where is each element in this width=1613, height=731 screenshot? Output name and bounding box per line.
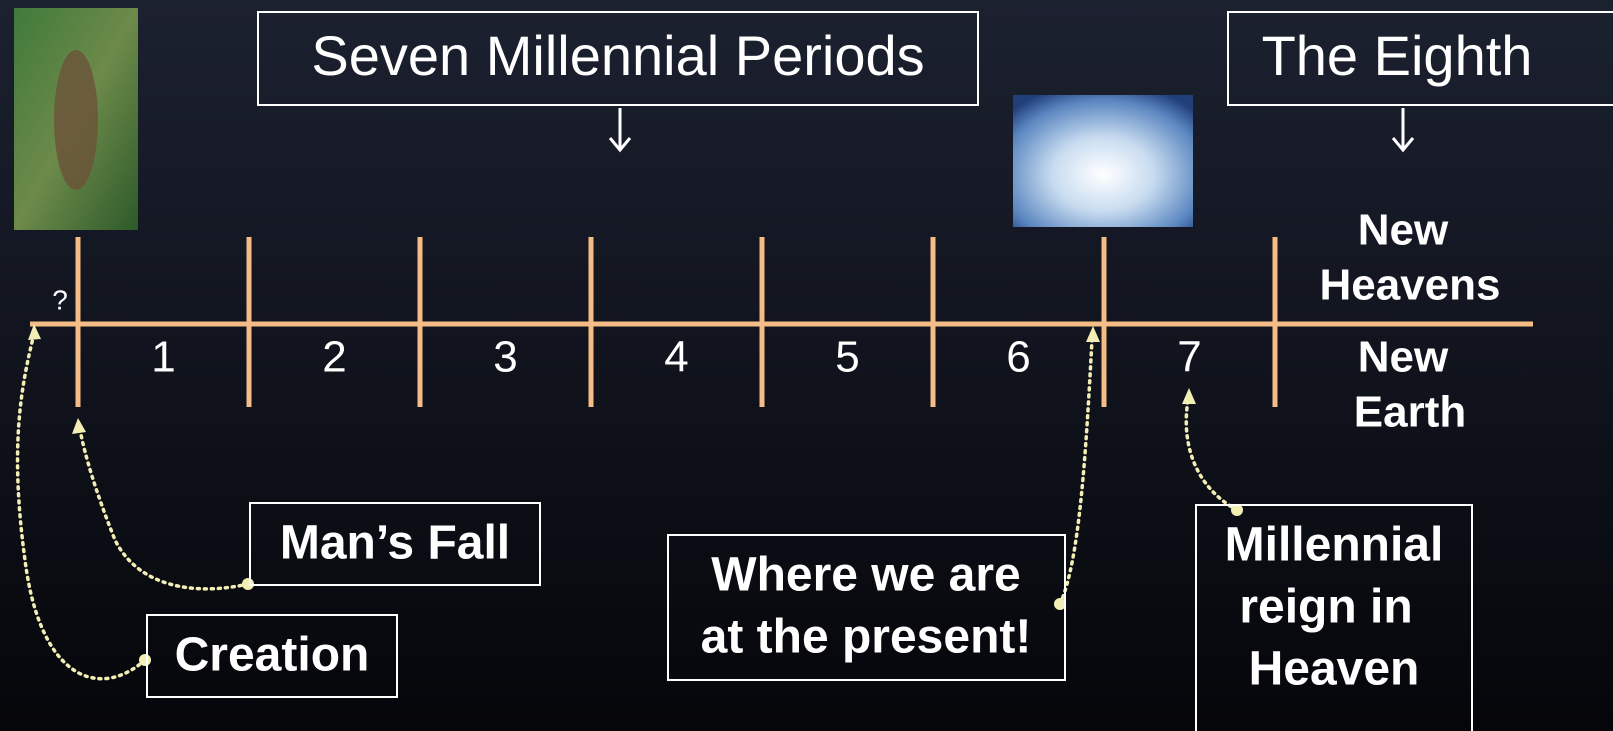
period-number: 5 <box>835 333 859 382</box>
period-number: 3 <box>493 333 517 382</box>
new-earth: Earth <box>1354 388 1466 437</box>
garden-figure <box>54 50 98 190</box>
slide: Seven Millennial Periods The Eighth ? Ne… <box>0 0 1613 731</box>
new-earth: New <box>1358 333 1449 382</box>
creation-label: Creation <box>175 629 370 682</box>
new-heavens: Heavens <box>1319 261 1500 310</box>
question-mark: ? <box>52 284 68 315</box>
heaven-image <box>1013 95 1193 227</box>
period-number: 1 <box>151 333 175 382</box>
period-number: 2 <box>322 333 346 382</box>
reign-label: reign in <box>1239 581 1412 634</box>
fall-label: Man’s Fall <box>280 517 510 570</box>
title: Seven Millennial Periods <box>311 24 924 87</box>
new-heavens: New <box>1358 206 1449 255</box>
present-label: at the present! <box>701 611 1032 664</box>
present-label: Where we are <box>711 549 1020 602</box>
reign-label: Millennial <box>1225 519 1444 572</box>
period-number: 4 <box>664 333 688 382</box>
eighth-title: The Eighth <box>1262 24 1533 87</box>
connector-dot <box>139 654 151 666</box>
reign-label: Heaven <box>1249 643 1420 696</box>
period-number: 7 <box>1177 333 1201 382</box>
period-number: 6 <box>1006 333 1030 382</box>
